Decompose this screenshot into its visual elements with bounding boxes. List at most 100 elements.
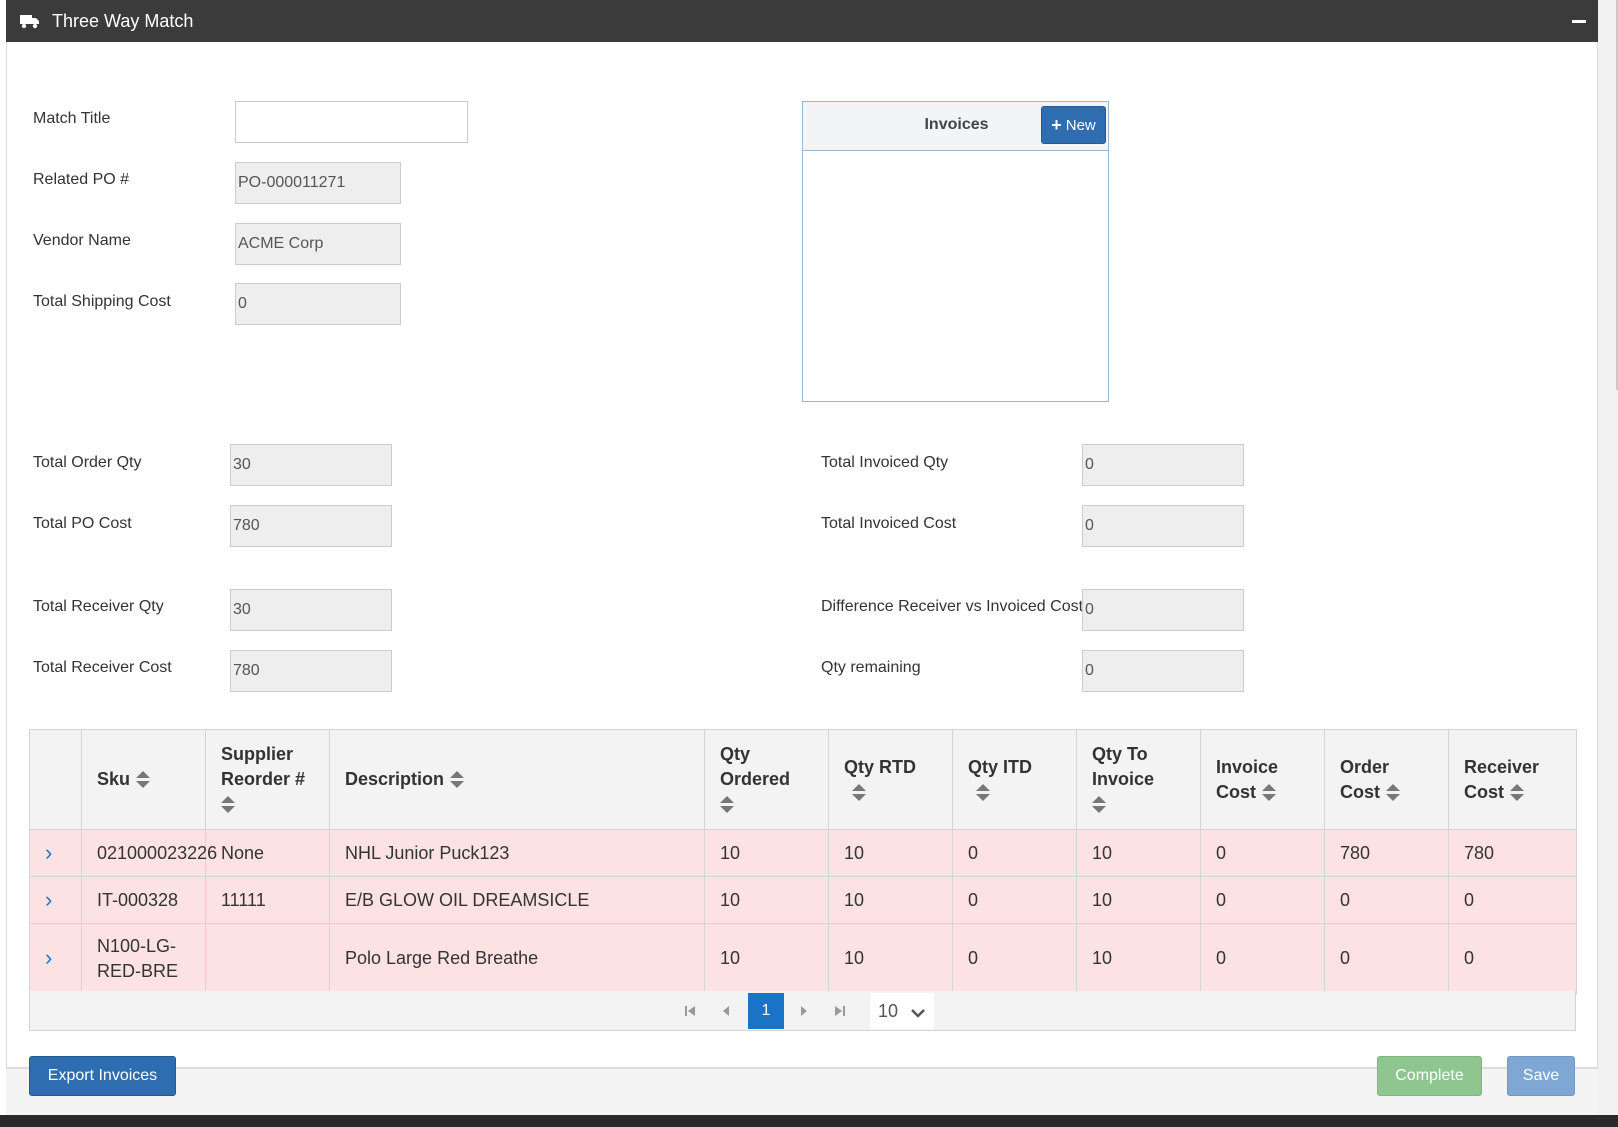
sort-icon[interactable] — [1386, 783, 1400, 802]
next-page-button[interactable] — [786, 993, 822, 1029]
match-title-input[interactable] — [235, 101, 468, 143]
invoices-panel: Invoices + New — [802, 101, 1109, 402]
complete-button[interactable]: Complete — [1377, 1056, 1482, 1096]
column-header-label: Order Cost — [1340, 756, 1390, 802]
qty-to-invoice-cell: 10 — [1076, 829, 1201, 877]
table-row[interactable]: › 021000023226 None NHL Junior Puck123 1… — [29, 829, 1577, 877]
expand-row-cell[interactable]: › — [29, 876, 82, 924]
sku-cell: 021000023226 — [81, 829, 217, 877]
total-shipping-field: 0 — [235, 283, 401, 325]
column-header-receiver-cost[interactable]: Receiver Cost — [1448, 729, 1577, 830]
next-page-icon — [801, 1006, 807, 1016]
expand-row-cell[interactable]: › — [29, 829, 82, 877]
sku-cell: N100-LG-RED-BRE — [81, 923, 206, 994]
description-cell: Polo Large Red Breathe — [329, 923, 705, 994]
total-invoiced-cost-field: 0 — [1082, 505, 1244, 547]
column-header-label: Qty Ordered — [720, 744, 791, 789]
first-page-icon — [685, 1006, 695, 1016]
chevron-down-icon — [910, 1003, 926, 1024]
qty-to-invoice-cell: 10 — [1076, 876, 1201, 924]
qty-remaining-label: Qty remaining — [821, 659, 921, 676]
column-header-order-cost[interactable]: Order Cost — [1324, 729, 1449, 830]
qty-itd-cell: 0 — [952, 923, 1077, 994]
total-invoiced-qty-label: Total Invoiced Qty — [821, 454, 949, 471]
last-page-icon — [835, 1006, 845, 1016]
chevron-right-icon[interactable]: › — [45, 945, 53, 970]
order-cost-cell: 780 — [1324, 829, 1449, 877]
table-row[interactable]: › IT-000328 11111 E/B GLOW OIL DREAMSICL… — [29, 876, 1577, 924]
minus-icon — [1572, 19, 1586, 23]
qty-ordered-cell: 10 — [704, 829, 829, 877]
sort-icon[interactable] — [450, 771, 465, 789]
page-size-value: 10 — [878, 1000, 899, 1021]
qty-rtd-cell: 10 — [828, 876, 953, 924]
minimize-button[interactable] — [1570, 12, 1588, 30]
bottom-bar — [0, 1115, 1618, 1127]
table-pager: 1 10 — [29, 991, 1576, 1031]
column-header-label: Supplier Reorder # — [221, 744, 306, 789]
supplier-reorder-cell — [205, 923, 330, 994]
sort-icon[interactable] — [1262, 783, 1276, 802]
invoices-header: Invoices + New — [803, 102, 1108, 151]
total-po-cost-field: 780 — [230, 505, 392, 547]
receiver-cost-cell: 0 — [1448, 923, 1577, 994]
qty-itd-cell: 0 — [952, 829, 1077, 877]
qty-ordered-cell: 10 — [704, 923, 829, 994]
total-receiver-cost-field: 780 — [230, 650, 392, 692]
export-invoices-button[interactable]: Export Invoices — [29, 1056, 176, 1096]
page-button-current[interactable]: 1 — [748, 993, 784, 1029]
page-size-select[interactable]: 10 — [870, 993, 934, 1029]
expand-row-cell[interactable]: › — [29, 923, 82, 994]
total-po-cost-label: Total PO Cost — [33, 515, 132, 532]
total-order-qty-label: Total Order Qty — [33, 454, 142, 471]
order-cost-cell: 0 — [1324, 876, 1449, 924]
save-button[interactable]: Save — [1507, 1056, 1575, 1096]
table-row[interactable]: › N100-LG-RED-BRE Polo Large Red Breathe… — [29, 923, 1577, 994]
column-header-label: Description — [345, 769, 445, 789]
qty-itd-cell: 0 — [952, 876, 1077, 924]
vendor-name-field: ACME Corp — [235, 223, 401, 265]
sku-cell: IT-000328 — [81, 876, 206, 924]
sort-icon[interactable] — [221, 796, 235, 814]
sort-icon[interactable] — [852, 783, 866, 802]
invoice-cost-cell: 0 — [1200, 829, 1325, 877]
new-invoice-button[interactable]: + New — [1041, 106, 1106, 144]
invoices-title: Invoices — [924, 116, 989, 133]
description-cell: E/B GLOW OIL DREAMSICLE — [329, 876, 705, 924]
column-header-invoice-cost[interactable]: Invoice Cost — [1200, 729, 1325, 830]
invoice-cost-cell: 0 — [1200, 876, 1325, 924]
panel-titlebar: Three Way Match — [6, 0, 1598, 42]
match-title-label: Match Title — [33, 110, 111, 127]
chevron-right-icon[interactable]: › — [45, 887, 53, 912]
column-header-supplier-reorder[interactable]: Supplier Reorder # — [205, 729, 330, 830]
column-header-description[interactable]: Description — [329, 729, 705, 830]
previous-page-icon — [723, 1006, 729, 1016]
last-page-button[interactable] — [822, 993, 858, 1029]
supplier-reorder-cell: 11111 — [205, 876, 330, 924]
sort-icon[interactable] — [720, 796, 734, 814]
description-cell: NHL Junior Puck123 — [329, 829, 705, 877]
column-header-sku[interactable]: Sku — [81, 729, 206, 830]
order-cost-cell: 0 — [1324, 923, 1449, 994]
vendor-name-label: Vendor Name — [33, 232, 131, 249]
page-scrollbar[interactable] — [1598, 0, 1618, 1127]
previous-page-button[interactable] — [708, 993, 744, 1029]
scrollbar-thumb[interactable] — [1616, 0, 1618, 390]
sort-icon[interactable] — [976, 783, 990, 802]
total-receiver-qty-label: Total Receiver Qty — [33, 598, 164, 615]
column-header-qty-ordered[interactable]: Qty Ordered — [704, 729, 829, 830]
sort-icon[interactable] — [136, 771, 151, 789]
sort-icon[interactable] — [1510, 783, 1524, 802]
total-invoiced-cost-label: Total Invoiced Cost — [821, 515, 957, 532]
qty-ordered-cell: 10 — [704, 876, 829, 924]
expand-column-header — [29, 729, 82, 830]
qty-to-invoice-cell: 10 — [1076, 923, 1201, 994]
sort-icon[interactable] — [1092, 796, 1106, 814]
column-header-qty-itd[interactable]: Qty ITD — [952, 729, 1077, 830]
column-header-qty-rtd[interactable]: Qty RTD — [828, 729, 953, 830]
first-page-button[interactable] — [672, 993, 708, 1029]
column-header-qty-to-invoice[interactable]: Qty To Invoice — [1076, 729, 1201, 830]
column-header-label: Sku — [97, 769, 131, 789]
panel-footer — [6, 1068, 1598, 1124]
chevron-right-icon[interactable]: › — [45, 840, 53, 865]
